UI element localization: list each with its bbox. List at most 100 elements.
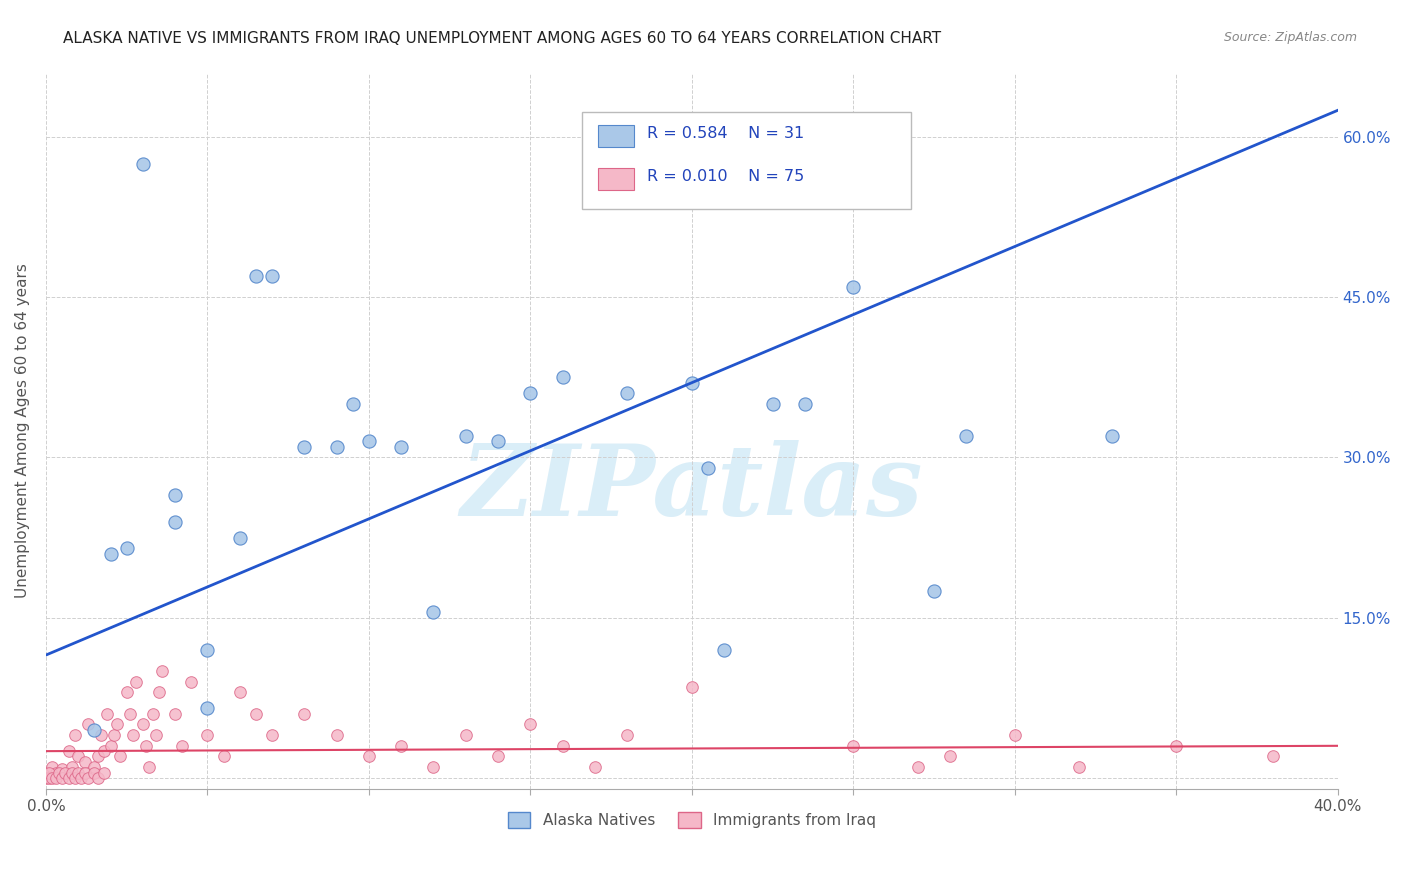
Point (96, 706, 118, 721)
Point (197, 701, 219, 715)
Point (170, 739, 193, 753)
Point (1069, 760, 1091, 774)
Point (148, 685, 170, 699)
Point (63, 771, 86, 785)
Point (325, 728, 347, 742)
Point (245, 268, 267, 283)
Point (93, 744, 115, 758)
Point (60, 760, 83, 774)
Point (422, 760, 444, 774)
Point (486, 749, 509, 764)
Point (115, 541, 138, 556)
Point (212, 749, 235, 764)
Point (53, 765, 76, 780)
Point (245, 706, 267, 721)
Point (551, 739, 574, 753)
Point (100, 547, 122, 561)
Point (67, 749, 90, 764)
Point (697, 461, 720, 475)
Point (45, 765, 67, 780)
Point (125, 674, 148, 689)
Point (135, 739, 157, 753)
Point (389, 440, 412, 454)
Point (939, 749, 962, 764)
Point (122, 728, 145, 742)
Point (83, 723, 105, 737)
Point (73, 755, 96, 769)
Point (70, 771, 93, 785)
Point (180, 674, 202, 689)
Point (616, 386, 638, 401)
Point (41, 760, 63, 774)
Point (35, 765, 58, 780)
Point (48, 765, 70, 780)
Point (103, 728, 125, 742)
Point (51, 771, 73, 785)
Point (583, 760, 606, 774)
Point (922, 583, 945, 598)
Point (228, 685, 250, 699)
Point (58, 744, 80, 758)
Point (197, 728, 219, 742)
Point (165, 488, 187, 502)
Point (197, 642, 219, 657)
Point (115, 685, 138, 699)
Point (165, 706, 187, 721)
Point (1004, 728, 1026, 742)
Point (58, 771, 80, 785)
Point (51, 762, 73, 776)
Text: R = 0.584    N = 31: R = 0.584 N = 31 (647, 127, 804, 141)
Point (100, 739, 122, 753)
Point (260, 268, 283, 283)
Point (150, 664, 173, 678)
Point (138, 760, 160, 774)
Point (41, 771, 63, 785)
Point (357, 434, 380, 449)
Point (145, 728, 167, 742)
Text: Source: ZipAtlas.com: Source: ZipAtlas.com (1223, 31, 1357, 45)
Point (86, 749, 108, 764)
Point (260, 728, 283, 742)
Point (357, 749, 380, 764)
Point (38, 765, 60, 780)
Point (45, 771, 67, 785)
Text: ZIPatlas: ZIPatlas (461, 440, 922, 536)
Point (955, 429, 977, 443)
Point (389, 739, 412, 753)
FancyBboxPatch shape (582, 112, 911, 209)
Point (761, 397, 783, 411)
Y-axis label: Unemployment Among Ages 60 to 64 years: Unemployment Among Ages 60 to 64 years (15, 263, 30, 599)
Point (83, 765, 105, 780)
Point (228, 531, 250, 545)
Point (63, 728, 86, 742)
Point (141, 706, 163, 721)
Point (551, 370, 574, 384)
Point (1101, 429, 1123, 443)
Point (793, 397, 815, 411)
Point (83, 760, 105, 774)
Point (292, 706, 315, 721)
Point (519, 717, 541, 731)
Point (132, 717, 155, 731)
Point (86, 771, 108, 785)
Point (67, 765, 90, 780)
Point (842, 279, 865, 293)
Point (907, 760, 929, 774)
Point (325, 440, 347, 454)
Point (77, 717, 100, 731)
Point (60, 765, 83, 780)
Point (422, 605, 444, 619)
Point (842, 739, 865, 753)
Point (110, 749, 132, 764)
Point (342, 397, 364, 411)
Point (616, 728, 638, 742)
Legend: Alaska Natives, Immigrants from Iraq: Alaska Natives, Immigrants from Iraq (502, 806, 882, 835)
Point (165, 515, 187, 529)
Point (519, 386, 541, 401)
Point (118, 706, 141, 721)
Point (454, 728, 477, 742)
Point (681, 376, 703, 390)
Point (93, 765, 115, 780)
Bar (598, 125, 634, 146)
Point (38, 771, 60, 785)
